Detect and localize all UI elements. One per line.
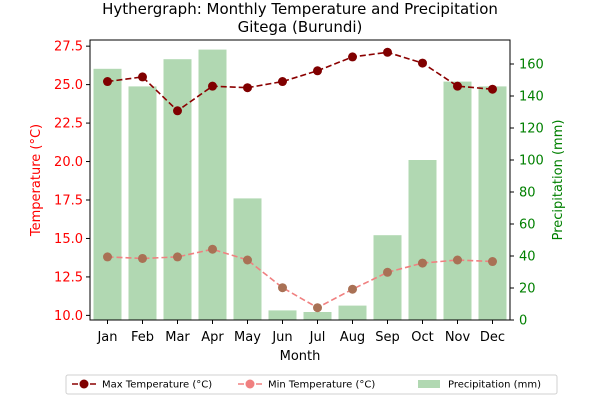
x-tick-label-sep: Sep	[375, 330, 400, 345]
right-y-tick-labels: 0 20 40 60 80 100 120 140 160	[519, 58, 544, 329]
min-temp-point-apr	[208, 244, 217, 254]
legend-precip-label: Precipitation (mm)	[448, 380, 541, 391]
temperature-lines	[103, 47, 497, 313]
min-temp-point-may	[243, 255, 252, 265]
x-tick-label-may: May	[234, 330, 261, 345]
max-temp-point-nov	[453, 81, 462, 91]
precip-bar-apr	[198, 49, 227, 320]
legend-precip-swatch	[418, 380, 440, 388]
legend-max-temp-label: Max Temperature (°C)	[102, 380, 212, 391]
right-tick-label-100: 100	[519, 154, 544, 169]
max-temp-point-feb	[138, 72, 147, 82]
precip-bar-aug	[338, 305, 367, 320]
x-tick-label-feb: Feb	[131, 330, 154, 345]
precip-bar-dec	[478, 86, 507, 321]
x-tick-label-dec: Dec	[480, 330, 505, 345]
min-temp-point-aug	[348, 284, 357, 294]
precip-bar-jan	[93, 68, 122, 320]
left-y-axis-title: Temperature (°C)	[29, 124, 44, 237]
min-temp-point-sep	[383, 267, 392, 277]
left-tick-label-17.5: 17.5	[54, 194, 83, 209]
right-tick-label-140: 140	[519, 90, 544, 105]
max-temp-point-mar	[173, 106, 182, 116]
plot-frame	[89, 39, 511, 321]
legend: Max Temperature (°C) Min Temperature (°C)…	[65, 374, 558, 395]
x-tick-label-jul: Jul	[309, 330, 326, 345]
right-tick-label-120: 120	[519, 122, 544, 137]
max-temp-point-may	[243, 83, 252, 93]
left-tick-label-27.5: 27.5	[54, 40, 83, 55]
min-temp-point-feb	[138, 253, 147, 263]
axes	[86, 39, 514, 324]
min-temp-point-nov	[453, 255, 462, 265]
left-y-tick-labels: 10.0 12.5 15.0 17.5 20.0 22.5 25.0 27.5	[54, 40, 83, 324]
precip-bar-feb	[128, 86, 157, 321]
precipitation-bars	[93, 49, 507, 321]
precip-bar-sep	[373, 235, 402, 320]
legend-min-temp-marker	[245, 379, 255, 389]
x-tick-label-aug: Aug	[340, 330, 365, 345]
max-temp-line	[107, 51, 493, 112]
max-temp-point-jul	[313, 66, 322, 76]
min-temp-point-dec	[488, 257, 497, 267]
left-tick-label-20.0: 20.0	[54, 155, 83, 170]
min-temp-point-jun	[278, 283, 287, 293]
right-tick-label-40: 40	[519, 250, 536, 265]
right-tick-label-0: 0	[519, 314, 527, 329]
x-tick-label-jan: Jan	[96, 330, 117, 345]
max-temp-point-jun	[278, 77, 287, 87]
chart-subtitle: Gitega (Burundi)	[238, 18, 363, 36]
left-tick-label-25.0: 25.0	[54, 78, 83, 93]
max-temp-point-jan	[103, 77, 112, 87]
x-tick-label-mar: Mar	[165, 330, 190, 345]
left-tick-label-22.5: 22.5	[54, 117, 83, 132]
x-tick-labels: Jan Feb Mar Apr May Jun Jul Aug Sep Oct Nov Dec	[96, 330, 505, 345]
right-tick-label-160: 160	[519, 58, 544, 73]
left-tick-label-15.0: 15.0	[54, 232, 83, 247]
precip-bar-jul	[303, 312, 332, 320]
precip-bar-jun	[268, 310, 297, 320]
x-tick-label-oct: Oct	[411, 330, 433, 345]
max-temp-point-dec	[488, 84, 497, 94]
legend-frame	[65, 374, 558, 395]
left-tick-label-10.0: 10.0	[54, 309, 83, 324]
right-tick-label-20: 20	[519, 282, 536, 297]
max-temp-point-apr	[208, 81, 217, 91]
right-tick-label-60: 60	[519, 218, 536, 233]
max-temp-point-sep	[383, 47, 392, 57]
x-tick-label-nov: Nov	[445, 330, 471, 345]
right-y-axis-title: Precipitation (mm)	[551, 120, 566, 241]
legend-max-temp-marker	[79, 379, 89, 389]
x-tick-label-jun: Jun	[271, 330, 292, 345]
min-temp-point-jul	[313, 303, 322, 313]
precip-bar-oct	[408, 160, 437, 320]
precip-bar-mar	[163, 59, 192, 320]
max-temp-point-oct	[418, 58, 427, 68]
right-tick-label-80: 80	[519, 186, 536, 201]
max-temp-point-aug	[348, 52, 357, 62]
min-temp-point-jan	[103, 252, 112, 262]
x-axis-title: Month	[280, 349, 321, 364]
left-tick-label-12.5: 12.5	[54, 270, 83, 285]
chart-title: Hythergraph: Monthly Temperature and Pre…	[102, 0, 498, 18]
min-temp-point-oct	[418, 258, 427, 268]
min-temp-point-mar	[173, 252, 182, 262]
min-temp-line	[107, 248, 493, 309]
x-tick-label-apr: Apr	[201, 330, 224, 345]
precip-bar-nov	[443, 81, 472, 320]
legend-min-temp-label: Min Temperature (°C)	[268, 380, 375, 391]
